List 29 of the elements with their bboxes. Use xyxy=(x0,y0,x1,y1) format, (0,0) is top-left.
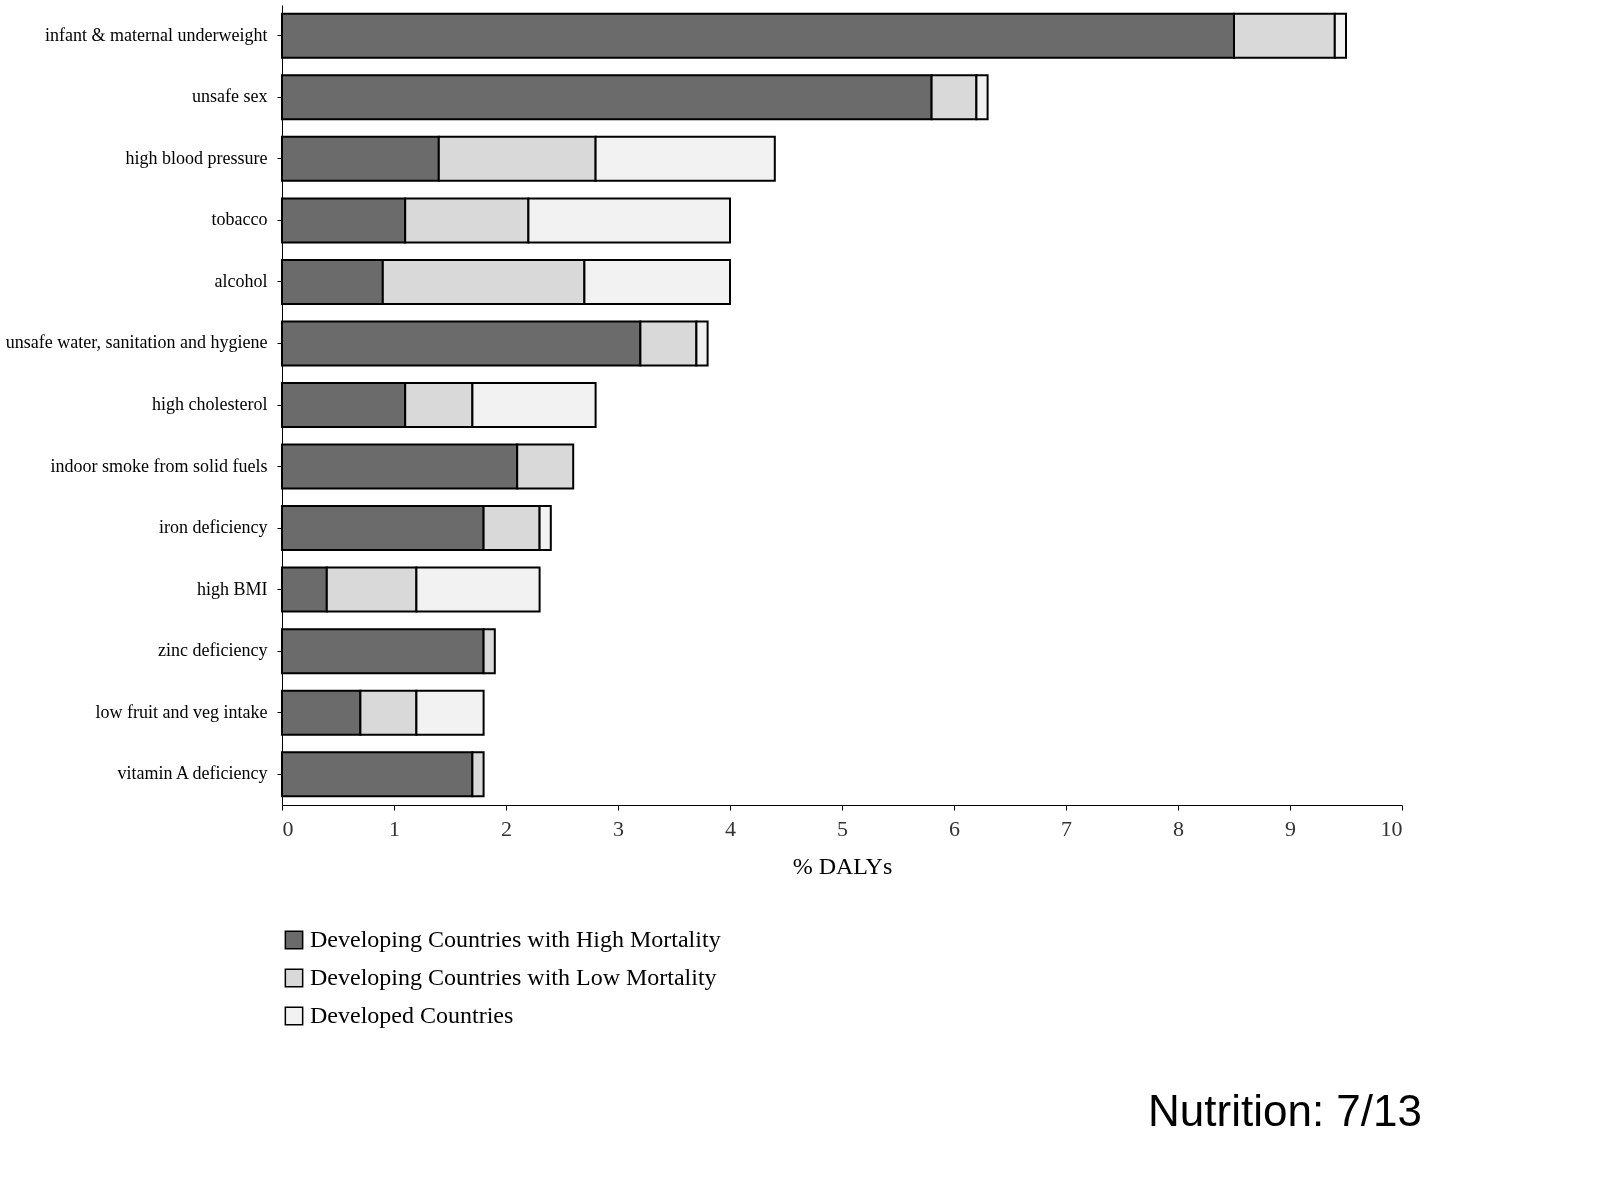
y-tick-label: unsafe sex xyxy=(192,86,268,107)
y-tick-label: unsafe water, sanitation and hygiene xyxy=(5,332,268,353)
x-tick-label: 6 xyxy=(949,815,960,841)
x-tick-label: 3 xyxy=(613,815,624,841)
y-tick-label: indoor smoke from solid fuels xyxy=(50,455,268,476)
legend-label: Developing Countries with High Mortality xyxy=(310,926,721,952)
x-tick-label: 4 xyxy=(725,815,736,841)
x-tick-label: 8 xyxy=(1173,815,1184,841)
y-tick-label: alcohol xyxy=(214,270,268,291)
y-tick-label: high blood pressure xyxy=(125,147,268,168)
y-tick-label: infant & maternal underweight xyxy=(45,24,268,45)
y-tick-label: zinc deficiency xyxy=(158,640,268,661)
x-tick-label: 5 xyxy=(837,815,848,841)
y-tick-label: iron deficiency xyxy=(159,517,268,538)
y-tick-label: low fruit and veg intake xyxy=(95,701,268,722)
y-tick-label: high BMI xyxy=(196,578,268,599)
x-tick-label: 2 xyxy=(501,815,512,841)
x-tick-label: 10 xyxy=(1380,815,1403,841)
x-tick-label: 0 xyxy=(282,815,294,841)
y-tick-label: high cholesterol xyxy=(152,394,268,414)
x-tick-label: 9 xyxy=(1285,815,1296,841)
legend-label: Developing Countries with Low Mortality xyxy=(310,964,717,990)
y-tick-label: vitamin A deficiency xyxy=(117,763,268,784)
x-tick-label: 1 xyxy=(389,815,400,841)
legend-label: Developed Countries xyxy=(310,1002,514,1028)
x-tick-label: 7 xyxy=(1061,815,1072,841)
y-tick-label: tobacco xyxy=(211,209,268,230)
text: Nutrition: 7/13 xyxy=(1148,1086,1422,1135)
x-axis-title: % DALYs xyxy=(792,852,893,879)
